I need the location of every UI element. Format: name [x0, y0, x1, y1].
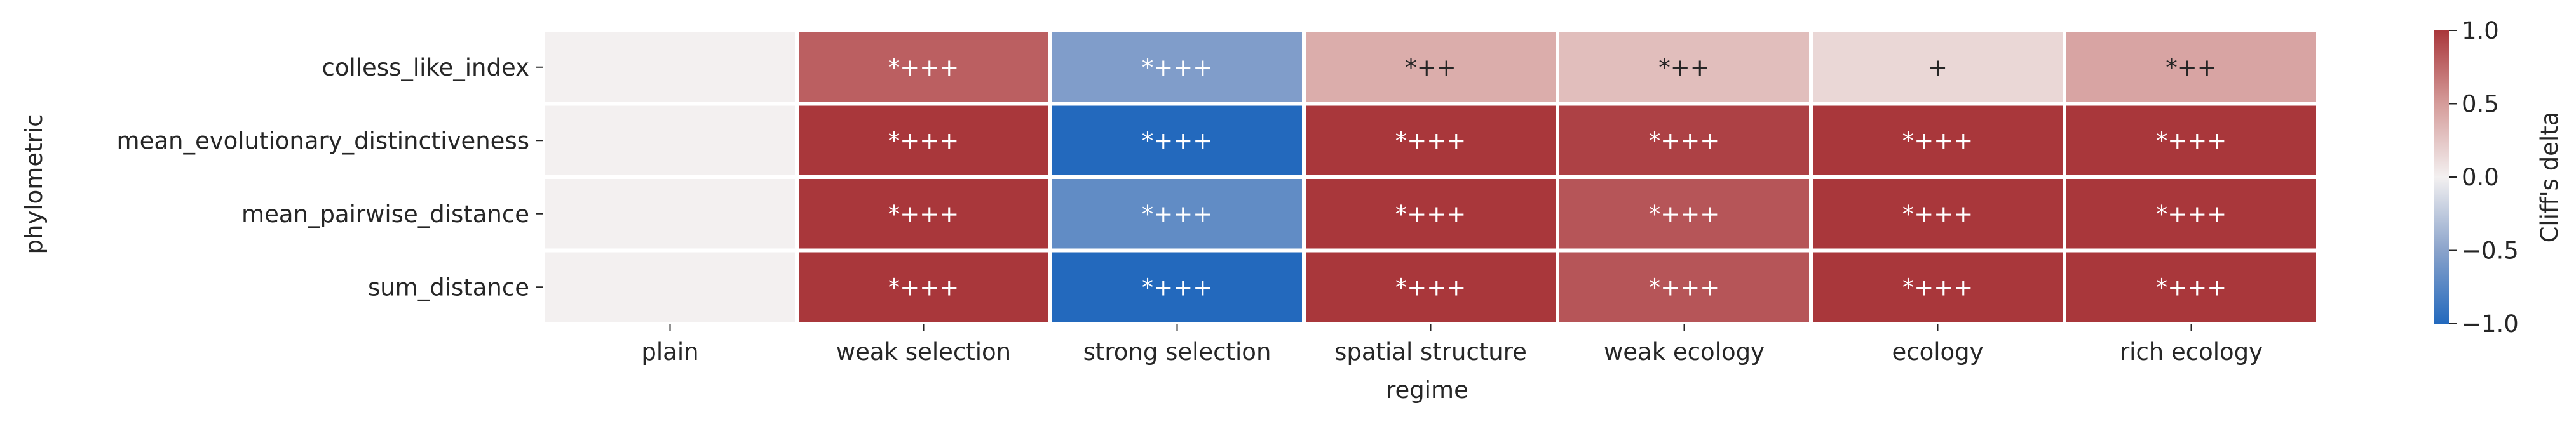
heatmap-cell [1306, 32, 1556, 102]
x-axis-title: regime [1386, 376, 1468, 404]
heatmap-cell [1306, 105, 1556, 175]
heatmap-cell [799, 179, 1048, 249]
cell-annotation: *+++ [1902, 274, 1974, 301]
cell-annotation: *+++ [2156, 127, 2227, 154]
heatmap-cell [1052, 105, 1302, 175]
x-tick-label: rich ecology [2120, 338, 2263, 366]
heatmap-cell [2066, 105, 2316, 175]
x-tick-label: spatial structure [1334, 338, 1527, 366]
cell-annotation: *+++ [1395, 127, 1467, 154]
cell-annotation: *+++ [2156, 274, 2227, 301]
y-axis-ticks: colless_like_index mean_evolutionary_dist… [117, 54, 543, 301]
colorbar-tick-label: −0.5 [2462, 237, 2519, 265]
heatmap-cell [545, 252, 795, 322]
cell-annotations: *+++ *+++ *++ *++ + *++*+++ *+++ *+++ *+++ *+++ *+… [888, 54, 2227, 301]
cell-annotation: *+++ [888, 127, 959, 154]
x-tick-label: weak ecology [1604, 338, 1765, 366]
heatmap-cell [545, 105, 795, 175]
heatmap-cell [1052, 32, 1302, 102]
colorbar-ticks: 1.0 0.5 0.0 −0.5 −1.0 [2449, 17, 2519, 338]
cell-annotation: *+++ [888, 201, 959, 228]
y-axis-title: phylometric [20, 114, 48, 255]
heatmap-cell [1813, 179, 2063, 249]
colorbar-tick-label: 0.0 [2462, 164, 2499, 191]
y-tick-label: sum_distance [368, 274, 529, 301]
x-tick-label: plain [641, 338, 698, 366]
cell-annotation: *+++ [1649, 127, 1720, 154]
cell-annotation: *+++ [1902, 201, 1974, 228]
heatmap-cell [1813, 105, 2063, 175]
cell-annotation: *++ [1658, 54, 1710, 81]
heatmap-cell [2066, 32, 2316, 102]
cell-annotation: *+++ [1142, 54, 1213, 81]
heatmap-cell [1306, 179, 1556, 249]
cell-annotation: *+++ [2156, 201, 2227, 228]
colorbar-tick-label: −1.0 [2462, 310, 2519, 338]
heatmap-cell [1052, 179, 1302, 249]
x-axis-ticks: plain weak selection strong selection spati… [641, 324, 2263, 366]
heatmap-cell [1559, 252, 1809, 322]
colorbar-gradient [2434, 30, 2449, 324]
cell-annotation: *++ [1405, 54, 1456, 81]
heatmap-cell [1559, 105, 1809, 175]
colorbar-label: Cliff's delta [2536, 112, 2563, 243]
colorbar-tick-label: 1.0 [2462, 17, 2499, 44]
heatmap-cell [1559, 32, 1809, 102]
heatmap-cell [2066, 179, 2316, 249]
y-tick-label: mean_pairwise_distance [241, 201, 529, 228]
heatmap-cell [799, 252, 1048, 322]
cell-annotation: *+++ [1142, 127, 1213, 154]
colorbar-tick-label: 0.5 [2462, 91, 2499, 118]
heatmap-cell [545, 179, 795, 249]
x-tick-label: weak selection [836, 338, 1011, 366]
cell-annotation: *+++ [1142, 274, 1213, 301]
heatmap-cell [1559, 179, 1809, 249]
cell-annotation: *+++ [1142, 201, 1213, 228]
cell-annotation: *+++ [1395, 274, 1467, 301]
cell-annotation: + [1928, 54, 1948, 81]
x-tick-label: strong selection [1083, 338, 1271, 366]
colorbar: 1.0 0.5 0.0 −0.5 −1.0 Cliff's delta [2434, 17, 2563, 338]
heatmap-cell [799, 105, 1048, 175]
cell-annotation: *+++ [1649, 274, 1720, 301]
heatmap-cell [2066, 252, 2316, 322]
cell-annotation: *+++ [1649, 201, 1720, 228]
cell-annotation: *+++ [1395, 201, 1467, 228]
y-tick-label: colless_like_index [322, 54, 529, 81]
heatmap-cell [545, 32, 795, 102]
cell-annotation: *+++ [888, 54, 959, 81]
cell-annotation: *+++ [1902, 127, 1974, 154]
y-tick-label: mean_evolutionary_distinctiveness [117, 127, 529, 154]
x-tick-label: ecology [1892, 338, 1983, 366]
cell-annotation: *++ [2166, 54, 2217, 81]
cell-annotation: *+++ [888, 274, 959, 301]
heatmap-cell [1813, 252, 2063, 322]
heatmap-cell [1813, 32, 2063, 102]
heatmap-cells [545, 32, 2316, 322]
heatmap-cell [1052, 252, 1302, 322]
heatmap-cell [1306, 252, 1556, 322]
heatmap-cell [799, 32, 1048, 102]
